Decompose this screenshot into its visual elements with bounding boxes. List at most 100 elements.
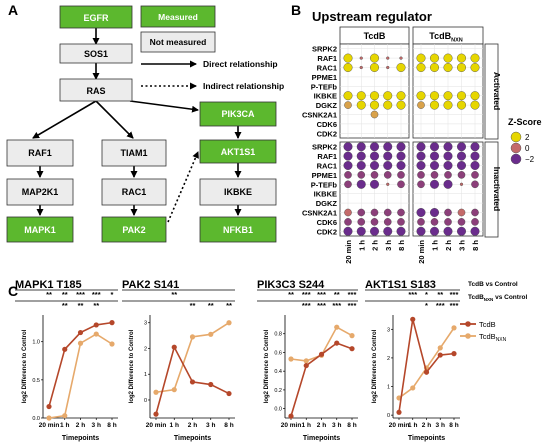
- series-point: [77, 340, 84, 346]
- bubble-dot: [444, 218, 452, 226]
- bubble-dot: [357, 218, 366, 226]
- row-label-inactivated: Inactivated: [492, 167, 502, 211]
- regulator-label: PPME1: [312, 73, 337, 82]
- bubble-dot: [370, 160, 380, 170]
- bubble-dot: [359, 65, 363, 70]
- bubble-dot: [417, 101, 425, 109]
- y-tick-label: 0.4: [274, 369, 282, 375]
- sig-mark: **: [62, 290, 68, 299]
- bubble-dot: [397, 180, 405, 189]
- pathway-nodes: EGFR SOS1 RAS RAF1 TIAM1 PIK3CA MAP2K1 R…: [6, 5, 277, 243]
- regulator-label: DGKZ: [316, 199, 338, 208]
- node-tiam1-label: TIAM1: [121, 148, 148, 158]
- series-point: [46, 415, 52, 421]
- bubble-dot: [386, 182, 390, 186]
- bubble-dot: [343, 91, 353, 101]
- bubble-dot: [357, 208, 366, 217]
- bubble-dot: [470, 160, 480, 170]
- x-tick-label: 8 h: [449, 422, 458, 429]
- series-point: [208, 331, 214, 337]
- series-line: [48, 321, 113, 407]
- bubble-dot: [356, 179, 366, 189]
- bubble-dot: [383, 100, 393, 110]
- x-tick-label: 20 min: [39, 422, 60, 429]
- sig-mark: **: [78, 301, 84, 310]
- y-axis-label: log2 Difference to Control: [264, 329, 270, 403]
- bubble-dot: [430, 53, 440, 63]
- sig-mark: ***: [408, 290, 417, 299]
- node-ras-box: [59, 78, 133, 102]
- sig-mark: **: [437, 290, 443, 299]
- bubble-dot: [356, 151, 366, 161]
- bubble-dot: [444, 208, 452, 217]
- sig-mark: **: [171, 290, 177, 299]
- bubble-dot: [396, 142, 406, 152]
- timepoint-tick-label: 8 h: [397, 240, 406, 251]
- series-point: [451, 325, 457, 331]
- y-tick-label: 3: [387, 327, 390, 333]
- node-rac1-box: [101, 178, 167, 206]
- bubble-dot: [457, 53, 467, 63]
- bubble-dot: [457, 63, 467, 73]
- bubble-dot: [416, 160, 426, 170]
- chart-title: PAK2 S141: [122, 279, 179, 291]
- y-tick-label: 0.8: [274, 332, 282, 338]
- series-point: [288, 356, 294, 362]
- panel-c-label: C: [8, 283, 18, 299]
- sig-mark: ***: [332, 301, 341, 310]
- sig-mark: **: [288, 290, 294, 299]
- node-ras-label: RAS: [86, 86, 105, 96]
- bubble-grid: SRPK2RAF1RAC1PPME1P-TEFbIKBKEDGKZCSNK2A1…: [302, 43, 484, 264]
- x-tick-label: 20 min: [389, 422, 410, 429]
- x-tick-label: 20 min: [281, 422, 302, 429]
- regulator-label: RAF1: [317, 152, 337, 161]
- bubble-dot: [443, 160, 453, 170]
- y-axis-label: log2 Difference to Control: [22, 329, 28, 403]
- timepoint-tick-label: 20 min: [344, 240, 353, 264]
- facet-tcdb-label: TcdB: [364, 31, 386, 41]
- legend-measured-box: [140, 5, 216, 28]
- regulator-label: P-TEFb: [311, 180, 338, 189]
- node-ikbke-box: [199, 178, 277, 206]
- series-point: [318, 351, 325, 357]
- bubble-dot: [417, 180, 425, 189]
- sig-mark: ***: [317, 301, 326, 310]
- legend-series1-dot: [465, 321, 471, 327]
- x-tick-label: 1 h: [302, 422, 311, 429]
- series-point: [171, 344, 177, 350]
- legend-not-measured-box: [140, 31, 216, 53]
- bubble-dot: [457, 208, 466, 217]
- bubble-dot: [457, 151, 467, 161]
- series-point: [437, 352, 443, 358]
- sig-legend-row2: TcdBNXN vs Control: [468, 294, 527, 302]
- node-pik3ca-label: PIK3CA: [221, 109, 255, 119]
- bubble-dot: [370, 151, 380, 161]
- bubble-dot: [399, 56, 403, 60]
- regulator-label: IKBKE: [314, 190, 337, 199]
- bubble-dot: [344, 180, 352, 189]
- pathway-arrows: [32, 28, 242, 223]
- series-point: [334, 324, 340, 330]
- y-tick-label: 3: [144, 321, 147, 327]
- bubble-dot: [430, 142, 440, 152]
- node-pak2-box: [101, 216, 167, 243]
- bubble-dot: [457, 142, 467, 152]
- bubble-dot: [383, 208, 392, 217]
- y-tick-label: 0.6: [274, 350, 282, 356]
- bubble-dot: [370, 53, 380, 63]
- timepoint-tick-label: 1 h: [431, 240, 440, 251]
- series-point: [46, 403, 52, 410]
- sig-mark: *: [425, 290, 428, 299]
- bubble-dot: [430, 218, 439, 226]
- bubble-dot: [343, 53, 353, 63]
- bubble-dot: [430, 91, 440, 101]
- sig-mark: **: [93, 301, 99, 310]
- timepoint-tick-label: 1 h: [357, 240, 366, 251]
- bubble-dot: [416, 91, 426, 101]
- series-point: [410, 316, 416, 322]
- x-tick-label: 2 h: [76, 422, 85, 429]
- x-axis-label: Timepoints: [174, 435, 211, 442]
- zscore-legend-low-label: −2: [525, 155, 535, 164]
- x-tick-label: 3 h: [436, 422, 445, 429]
